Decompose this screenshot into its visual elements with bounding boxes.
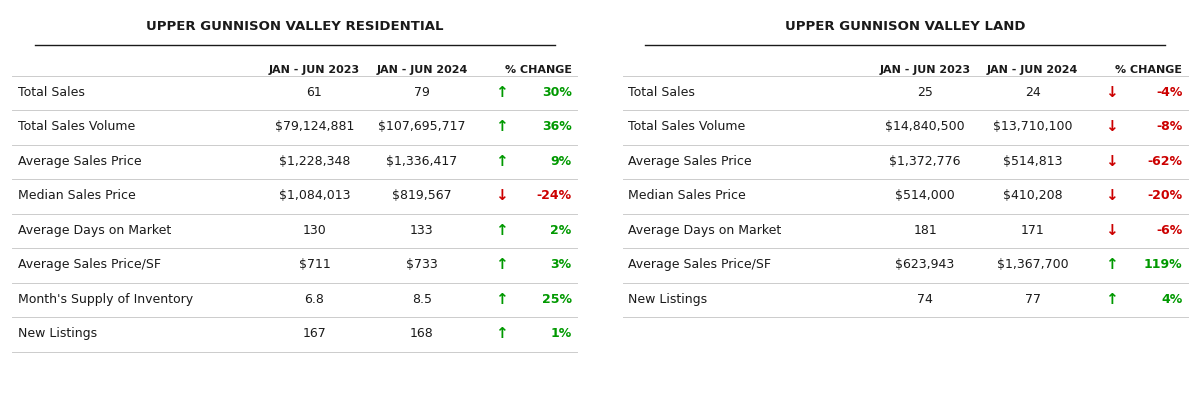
Text: $733: $733 — [406, 258, 438, 271]
Text: JAN - JUN 2024: JAN - JUN 2024 — [377, 65, 468, 75]
Text: $711: $711 — [299, 258, 330, 271]
Text: $410,208: $410,208 — [1003, 189, 1062, 202]
Text: 25: 25 — [917, 86, 934, 99]
Text: ↑: ↑ — [494, 85, 508, 100]
Text: ↓: ↓ — [1105, 119, 1118, 134]
Text: Average Days on Market: Average Days on Market — [629, 224, 781, 237]
Text: 36%: 36% — [542, 120, 571, 133]
Text: 3%: 3% — [551, 258, 571, 271]
Text: Total Sales Volume: Total Sales Volume — [18, 120, 134, 133]
Text: -8%: -8% — [1156, 120, 1182, 133]
Text: $79,124,881: $79,124,881 — [275, 120, 354, 133]
Text: -62%: -62% — [1147, 155, 1182, 168]
Text: Median Sales Price: Median Sales Price — [629, 189, 746, 202]
Text: 8.5: 8.5 — [412, 293, 432, 306]
Text: $1,084,013: $1,084,013 — [278, 189, 350, 202]
Text: 6.8: 6.8 — [305, 293, 324, 306]
Text: ↑: ↑ — [1105, 292, 1118, 307]
Text: JAN - JUN 2023: JAN - JUN 2023 — [880, 65, 971, 75]
Text: ↓: ↓ — [1105, 223, 1118, 238]
Text: ↓: ↓ — [1105, 154, 1118, 169]
Text: $14,840,500: $14,840,500 — [886, 120, 965, 133]
Text: ↑: ↑ — [494, 326, 508, 341]
Text: Median Sales Price: Median Sales Price — [18, 189, 136, 202]
Text: $1,336,417: $1,336,417 — [386, 155, 457, 168]
Text: $107,695,717: $107,695,717 — [378, 120, 466, 133]
Text: $13,710,100: $13,710,100 — [992, 120, 1073, 133]
Text: 133: 133 — [410, 224, 433, 237]
Text: $1,228,348: $1,228,348 — [278, 155, 350, 168]
Text: Average Days on Market: Average Days on Market — [18, 224, 170, 237]
Text: 171: 171 — [1021, 224, 1044, 237]
Text: Total Sales: Total Sales — [629, 86, 695, 99]
Text: 2%: 2% — [551, 224, 571, 237]
Text: Month's Supply of Inventory: Month's Supply of Inventory — [18, 293, 193, 306]
Text: % CHANGE: % CHANGE — [505, 65, 571, 75]
Text: JAN - JUN 2024: JAN - JUN 2024 — [986, 65, 1079, 75]
Text: 167: 167 — [302, 327, 326, 340]
Text: New Listings: New Listings — [629, 293, 707, 306]
Text: $819,567: $819,567 — [392, 189, 451, 202]
Text: 4%: 4% — [1162, 293, 1182, 306]
Text: ↑: ↑ — [494, 154, 508, 169]
Text: Average Sales Price/SF: Average Sales Price/SF — [629, 258, 772, 271]
Text: 74: 74 — [917, 293, 934, 306]
Text: Average Sales Price: Average Sales Price — [629, 155, 752, 168]
Text: 119%: 119% — [1144, 258, 1182, 271]
Text: Average Sales Price/SF: Average Sales Price/SF — [18, 258, 161, 271]
Text: 130: 130 — [302, 224, 326, 237]
Text: JAN - JUN 2023: JAN - JUN 2023 — [269, 65, 360, 75]
Text: New Listings: New Listings — [18, 327, 97, 340]
Text: % CHANGE: % CHANGE — [1115, 65, 1182, 75]
Text: 1%: 1% — [551, 327, 571, 340]
Text: 9%: 9% — [551, 155, 571, 168]
Text: 25%: 25% — [541, 293, 571, 306]
Text: 77: 77 — [1025, 293, 1040, 306]
Text: -4%: -4% — [1156, 86, 1182, 99]
Text: $1,367,700: $1,367,700 — [997, 258, 1068, 271]
Text: $1,372,776: $1,372,776 — [889, 155, 961, 168]
Text: ↓: ↓ — [494, 188, 508, 203]
Text: ↑: ↑ — [494, 223, 508, 238]
Text: $623,943: $623,943 — [895, 258, 955, 271]
Text: Average Sales Price: Average Sales Price — [18, 155, 142, 168]
Text: UPPER GUNNISON VALLEY LAND: UPPER GUNNISON VALLEY LAND — [785, 20, 1026, 33]
Text: UPPER GUNNISON VALLEY RESIDENTIAL: UPPER GUNNISON VALLEY RESIDENTIAL — [146, 20, 444, 33]
Text: Total Sales Volume: Total Sales Volume — [629, 120, 745, 133]
Text: ↓: ↓ — [1105, 188, 1118, 203]
Text: Total Sales: Total Sales — [18, 86, 84, 99]
Text: -20%: -20% — [1147, 189, 1182, 202]
Text: -6%: -6% — [1156, 224, 1182, 237]
Text: $514,000: $514,000 — [895, 189, 955, 202]
Text: ↓: ↓ — [1105, 85, 1118, 100]
Text: 79: 79 — [414, 86, 430, 99]
Text: ↑: ↑ — [494, 292, 508, 307]
Text: 30%: 30% — [542, 86, 571, 99]
Text: 61: 61 — [307, 86, 323, 99]
Text: 168: 168 — [410, 327, 433, 340]
Text: ↑: ↑ — [1105, 257, 1118, 272]
Text: $514,813: $514,813 — [1003, 155, 1062, 168]
Text: 24: 24 — [1025, 86, 1040, 99]
Text: ↑: ↑ — [494, 119, 508, 134]
Text: ↑: ↑ — [494, 257, 508, 272]
Text: 181: 181 — [913, 224, 937, 237]
Text: -24%: -24% — [536, 189, 571, 202]
